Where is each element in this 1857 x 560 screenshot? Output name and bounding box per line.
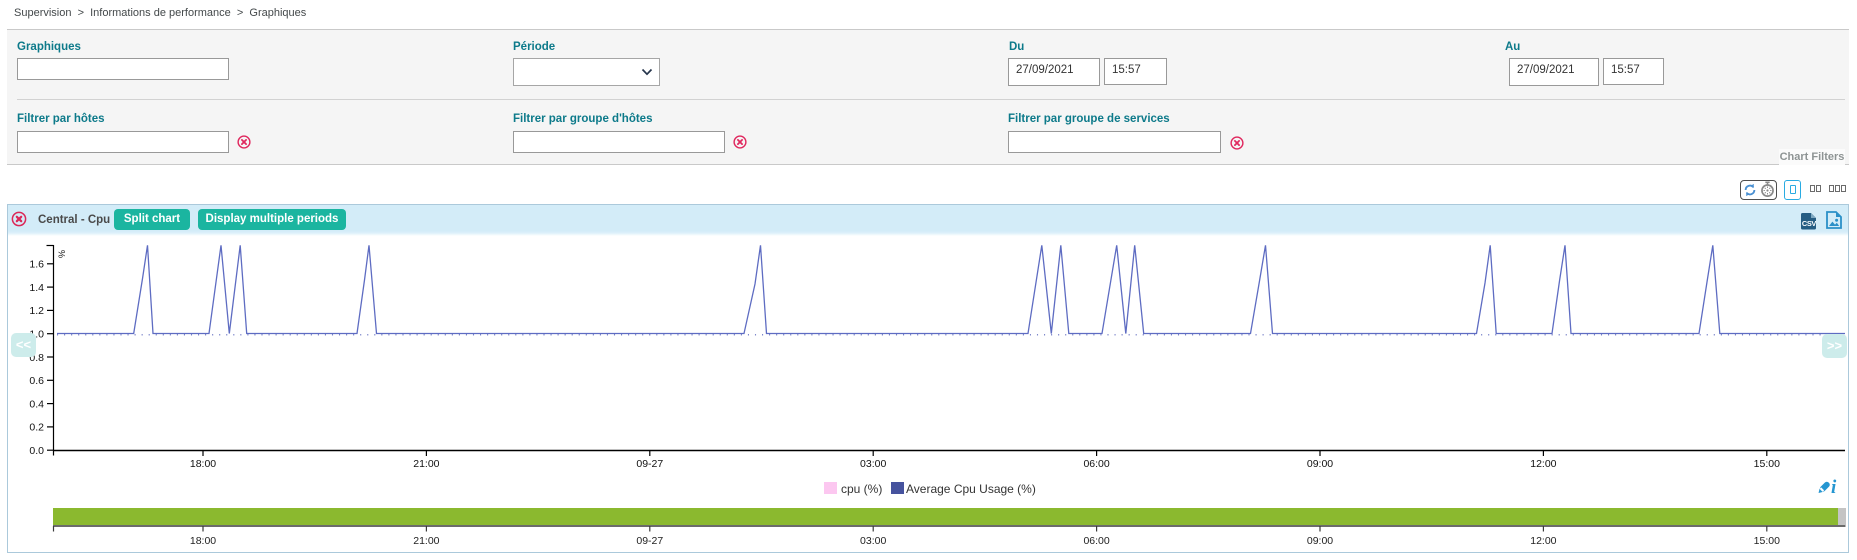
svg-text:21:00: 21:00 <box>413 458 439 470</box>
svg-text:0.0: 0.0 <box>29 445 44 457</box>
svg-text:15:00: 15:00 <box>1754 535 1780 547</box>
svg-text:21:00: 21:00 <box>413 535 439 547</box>
svg-text:0.4: 0.4 <box>29 398 44 410</box>
svg-text:1.4: 1.4 <box>29 282 44 294</box>
svg-text:09:00: 09:00 <box>1307 458 1333 470</box>
svg-text:06:00: 06:00 <box>1083 458 1109 470</box>
svg-text:12:00: 12:00 <box>1530 535 1556 547</box>
svg-text:09-27: 09-27 <box>636 535 663 547</box>
svg-text:12:00: 12:00 <box>1530 458 1556 470</box>
svg-text:09-27: 09-27 <box>636 458 663 470</box>
svg-text:06:00: 06:00 <box>1083 535 1109 547</box>
svg-text:%: % <box>57 250 67 258</box>
svg-text:18:00: 18:00 <box>190 458 216 470</box>
svg-text:1.2: 1.2 <box>29 305 44 317</box>
svg-text:03:00: 03:00 <box>860 458 886 470</box>
svg-text:18:00: 18:00 <box>190 535 216 547</box>
svg-text:CSV: CSV <box>1802 219 1816 228</box>
svg-text:1.6: 1.6 <box>29 259 44 271</box>
svg-text:09:00: 09:00 <box>1307 535 1333 547</box>
svg-text:15:00: 15:00 <box>1754 458 1780 470</box>
svg-text:03:00: 03:00 <box>860 535 886 547</box>
svg-text:0.6: 0.6 <box>29 375 44 387</box>
svg-text:0.2: 0.2 <box>29 422 44 434</box>
